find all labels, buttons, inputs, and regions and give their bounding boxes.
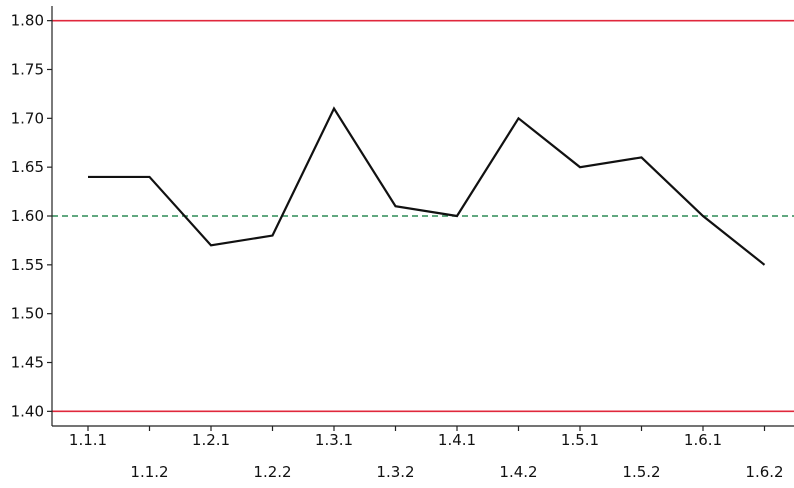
x-tick-label: 1.6.1 xyxy=(684,431,722,449)
x-tick-label: 1.5.2 xyxy=(622,463,660,481)
y-tick-label: 1.55 xyxy=(11,256,44,274)
x-tick-label: 1.1.2 xyxy=(130,463,168,481)
tick-labels: 1.40 1.45 1.50 1.55 1.60 1.65 1.70 1.75 1.80 1.1.… xyxy=(11,12,784,481)
y-tick-label: 1.80 xyxy=(11,12,44,30)
reference-lines xyxy=(52,19,794,413)
y-tick-label: 1.70 xyxy=(11,109,44,127)
x-tick-label: 1.4.2 xyxy=(499,463,537,481)
series-lines xyxy=(87,106,766,266)
x-tick-label: 1.6.2 xyxy=(745,463,783,481)
x-tick-label: 1.5.1 xyxy=(561,431,599,449)
x-tick-label: 1.3.1 xyxy=(315,431,353,449)
y-tick-label: 1.75 xyxy=(11,60,44,78)
y-tick-label: 1.50 xyxy=(11,305,44,323)
y-tick-label: 1.60 xyxy=(11,207,44,225)
x-tick-label: 1.4.1 xyxy=(438,431,476,449)
y-tick-label: 1.65 xyxy=(11,158,44,176)
y-tick-label: 1.40 xyxy=(11,402,44,420)
x-tick-label: 1.2.1 xyxy=(192,431,230,449)
series-line xyxy=(88,106,766,266)
y-tick-label: 1.45 xyxy=(11,354,44,372)
x-tick-label: 1.2.2 xyxy=(253,463,291,481)
x-tick-label: 1.3.2 xyxy=(376,463,414,481)
axes xyxy=(47,6,794,431)
x-tick-label: 1.1.1 xyxy=(69,431,107,449)
